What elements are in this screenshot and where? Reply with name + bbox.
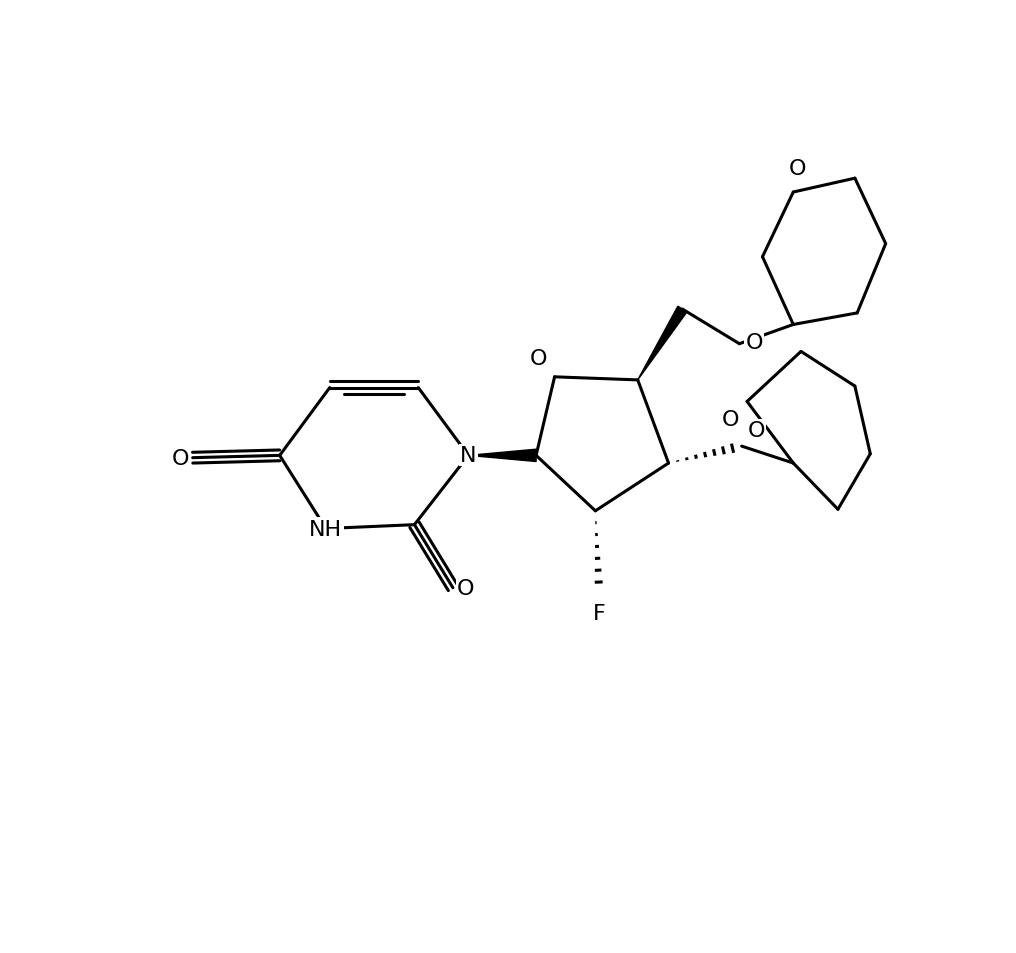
Text: O: O [788,159,806,179]
Text: O: O [457,578,474,598]
Text: O: O [529,348,547,368]
Text: O: O [748,420,765,440]
Text: F: F [593,603,606,623]
Text: N: N [460,446,477,466]
Text: O: O [172,448,189,468]
Text: NH: NH [309,519,342,539]
Text: O: O [722,410,740,430]
Polygon shape [638,307,687,380]
Polygon shape [468,450,536,462]
Text: O: O [746,333,763,353]
